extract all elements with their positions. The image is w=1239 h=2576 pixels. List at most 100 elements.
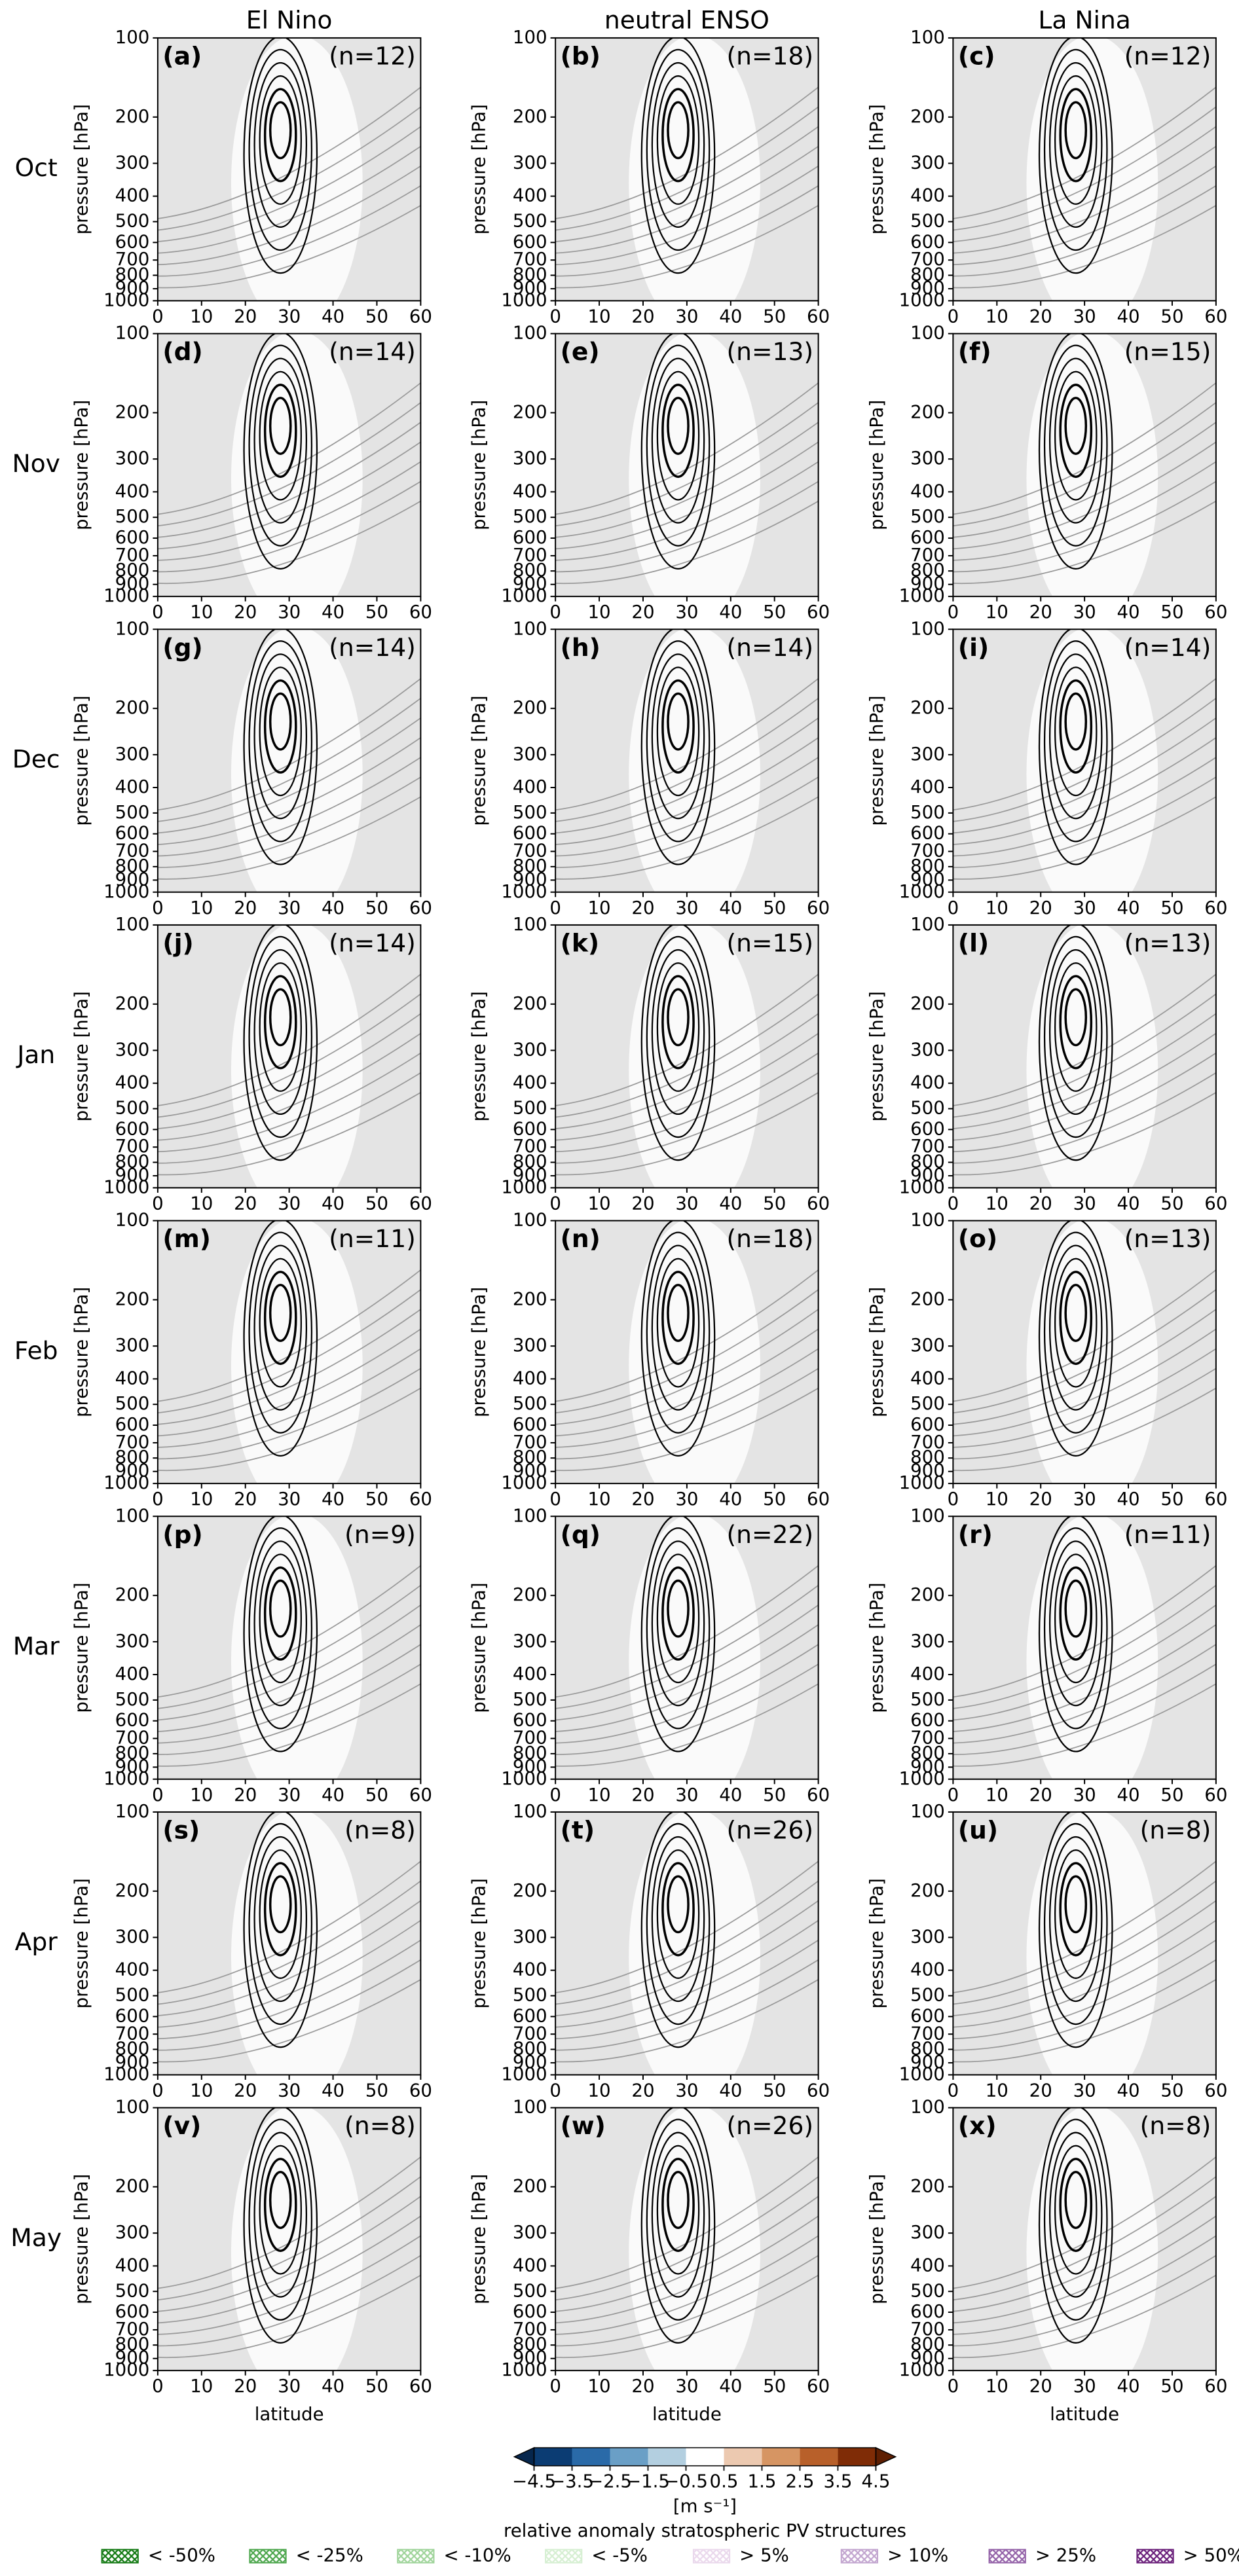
y-axis-label: pressure [hPa] bbox=[866, 991, 887, 1121]
x-tick-label: 30 bbox=[675, 897, 698, 918]
isentrope bbox=[157, 1309, 421, 1425]
y-tick-label: 900 bbox=[910, 573, 945, 594]
isentrope bbox=[157, 1013, 421, 1129]
x-tick-label: 50 bbox=[1160, 1488, 1183, 1510]
isentrope bbox=[157, 185, 421, 277]
x-tick-label: 50 bbox=[365, 1488, 388, 1510]
y-tick-label: 100 bbox=[115, 1504, 150, 1526]
x-tick-label: 60 bbox=[807, 306, 830, 327]
panel: 0 10 20 30 40 50 60 100 200 300 400 500600700800900… bbox=[70, 26, 432, 327]
jet-contour bbox=[646, 1823, 711, 2025]
jet-contour bbox=[1043, 2118, 1108, 2321]
panel-label: (a) bbox=[162, 42, 202, 71]
x-tick-label: 40 bbox=[322, 1784, 344, 1805]
y-tick-label: 900 bbox=[513, 1755, 547, 1777]
isentrope bbox=[157, 382, 421, 515]
y-tick-label: 800 bbox=[513, 1742, 547, 1764]
hatch-title: relative anomaly stratospheric PV struct… bbox=[504, 2520, 906, 2541]
y-tick-label: 800 bbox=[513, 559, 547, 581]
jet-contour bbox=[268, 1875, 292, 1934]
panel-label: (u) bbox=[958, 1816, 998, 1845]
panel-plot bbox=[953, 1220, 1216, 1484]
panel: 0 10 20 30 40 50 60 100 200 300 400 500600700800900… bbox=[70, 913, 432, 1214]
x-tick-label: 40 bbox=[1117, 2080, 1139, 2101]
panel-plot bbox=[555, 629, 819, 892]
y-tick-label: 600 bbox=[910, 1709, 945, 1731]
isentrope bbox=[555, 1368, 819, 1460]
isentrope bbox=[555, 1309, 819, 1425]
y-tick-label: 600 bbox=[115, 822, 150, 844]
y-tick-label: 900 bbox=[115, 2051, 150, 2073]
column-title: La Nina bbox=[1038, 5, 1130, 34]
y-tick-label: 200 bbox=[910, 105, 945, 127]
x-tick-label: 60 bbox=[1204, 1784, 1227, 1805]
jet-contour bbox=[1043, 1527, 1108, 1730]
x-tick-label: 20 bbox=[1029, 1193, 1052, 1214]
y-axis-label: pressure [hPa] bbox=[70, 1582, 92, 1713]
x-tick-label: 60 bbox=[807, 601, 830, 623]
x-tick-label: 60 bbox=[409, 306, 432, 327]
y-tick-label: 300 bbox=[115, 2221, 150, 2243]
y-tick-label: 900 bbox=[910, 1164, 945, 1186]
y-tick-label: 200 bbox=[115, 697, 150, 718]
isentrope bbox=[555, 776, 819, 869]
y-tick-label: 1000 bbox=[899, 1768, 945, 1789]
panel-count: (n=14) bbox=[726, 633, 813, 662]
x-tick-label: 40 bbox=[322, 306, 344, 327]
jet-contour bbox=[667, 1284, 690, 1342]
isentrope bbox=[157, 1880, 421, 2005]
panel-label: (i) bbox=[958, 633, 989, 662]
x-tick-label: 60 bbox=[807, 1784, 830, 1805]
x-tick-label: 20 bbox=[631, 1488, 654, 1510]
jet-contour bbox=[1064, 1284, 1088, 1342]
y-tick-label: 400 bbox=[115, 1663, 150, 1684]
y-tick-label: 500 bbox=[115, 505, 150, 527]
x-tick-label: 10 bbox=[986, 2080, 1008, 2101]
isentrope bbox=[953, 993, 1216, 1118]
x-tick-label: 40 bbox=[1117, 306, 1139, 327]
x-tick-label: 10 bbox=[587, 306, 610, 327]
x-tick-label: 20 bbox=[631, 2080, 654, 2101]
y-tick-label: 700 bbox=[910, 1135, 945, 1157]
isentrope bbox=[953, 796, 1216, 880]
isentrope bbox=[555, 441, 819, 550]
panel-count: (n=13) bbox=[1124, 929, 1211, 958]
isentrope bbox=[555, 382, 819, 515]
panel-count: (n=8) bbox=[344, 2111, 416, 2140]
isentrope bbox=[953, 1269, 1216, 1402]
jet-contour bbox=[1048, 1836, 1103, 2003]
panel-label: (r) bbox=[958, 1520, 993, 1549]
jet-contour bbox=[268, 101, 292, 160]
y-axis-label: pressure [hPa] bbox=[70, 1878, 92, 2008]
jet-contour bbox=[1048, 2132, 1103, 2298]
jet-contour bbox=[1064, 1579, 1088, 1638]
y-tick-label: 200 bbox=[513, 1288, 547, 1309]
isentrope bbox=[555, 737, 819, 845]
isentrope bbox=[555, 1072, 819, 1164]
x-tick-label: 40 bbox=[719, 306, 742, 327]
x-tick-label: 0 bbox=[152, 897, 164, 918]
jet-contour bbox=[1048, 357, 1103, 524]
y-tick-label: 1000 bbox=[103, 1176, 149, 1197]
panel-label: (p) bbox=[162, 1520, 202, 1549]
jet-contour bbox=[253, 653, 308, 820]
isentrope bbox=[157, 1328, 421, 1437]
y-tick-label: 200 bbox=[910, 1288, 945, 1309]
panel-count: (n=22) bbox=[726, 1520, 813, 1549]
y-tick-label: 800 bbox=[513, 1446, 547, 1468]
x-tick-label: 0 bbox=[549, 2375, 561, 2397]
y-tick-label: 600 bbox=[910, 230, 945, 252]
y-tick-label: 900 bbox=[513, 573, 547, 594]
jet-contour bbox=[248, 1823, 313, 2025]
x-tick-label: 0 bbox=[549, 897, 561, 918]
isentrope bbox=[157, 126, 421, 242]
x-tick-label: 20 bbox=[631, 1784, 654, 1805]
y-tick-label: 800 bbox=[115, 1151, 150, 1172]
jet-contour bbox=[263, 1862, 297, 1957]
y-tick-label: 600 bbox=[910, 822, 945, 844]
y-tick-label: 100 bbox=[513, 1504, 547, 1526]
colorbar-bin bbox=[724, 2448, 762, 2466]
x-tick-label: 20 bbox=[631, 2375, 654, 2397]
y-tick-label: 400 bbox=[115, 1959, 150, 1980]
x-tick-label: 20 bbox=[234, 897, 257, 918]
